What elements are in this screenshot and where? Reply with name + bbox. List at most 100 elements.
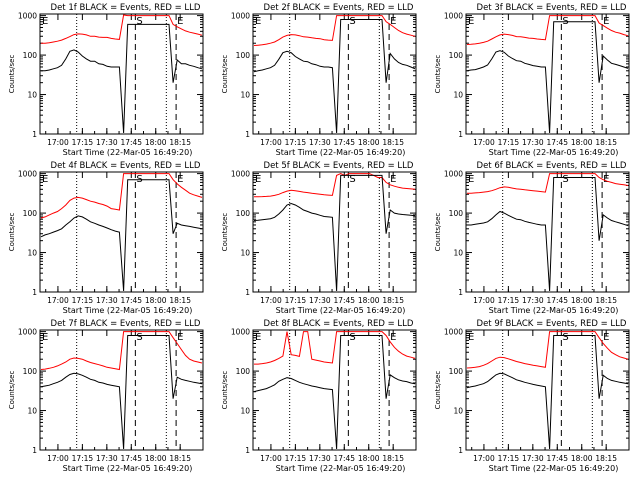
x-tick-label: 17:30 xyxy=(96,296,118,305)
event-marker-mid: S xyxy=(136,332,142,343)
event-marker-left: E xyxy=(468,174,474,185)
event-marker-left: E xyxy=(255,174,261,185)
event-marker-right: E xyxy=(603,174,609,185)
panel-det-1: Det 1f BLACK = Events, RED = LLD 1 10 100 10… xyxy=(8,3,204,157)
x-tick-label: 17:45 xyxy=(120,138,142,147)
panel-det-2: Det 2f BLACK = Events, RED = LLD 1 10 100 10… xyxy=(221,3,417,157)
y-tick-label: 10 xyxy=(27,407,37,416)
events-series-line xyxy=(253,19,416,134)
events-series-line xyxy=(40,179,203,292)
x-tick-label: 17:15 xyxy=(498,296,520,305)
event-marker-mid: S xyxy=(562,174,568,185)
lld-series-line xyxy=(40,331,203,371)
x-axis-label: Start Time (22-Mar-05 16:49:20) xyxy=(489,306,619,315)
lld-series-line xyxy=(466,331,629,369)
x-axis-label: Start Time (22-Mar-05 16:49:20) xyxy=(276,464,406,473)
panel-det-4: Det 4f BLACK = Events, RED = LLD 1 10 100 10… xyxy=(8,161,204,315)
x-tick-label: 18:15 xyxy=(169,138,191,147)
event-marker-left: E xyxy=(468,16,474,27)
event-marker-left: E xyxy=(42,332,48,343)
x-axis-label: Start Time (22-Mar-05 16:49:20) xyxy=(63,306,193,315)
x-tick-label: 18:00 xyxy=(145,138,167,147)
event-marker-mid: S xyxy=(562,332,568,343)
plot-frame xyxy=(252,13,417,135)
y-tick-label: 10 xyxy=(453,407,463,416)
panel-det-3: Det 3f BLACK = Events, RED = LLD 1 10 100 10… xyxy=(434,3,630,157)
event-marker-mid: S xyxy=(349,16,355,27)
y-tick-label: 1 xyxy=(458,130,463,139)
panel-title: Det 3f BLACK = Events, RED = LLD xyxy=(477,3,627,13)
events-series-line xyxy=(253,174,416,292)
event-marker-right: E xyxy=(390,332,396,343)
y-tick-label: 1 xyxy=(458,446,463,455)
x-tick-label: 17:45 xyxy=(546,454,568,463)
lld-series-line xyxy=(466,15,629,45)
x-tick-label: 18:00 xyxy=(145,454,167,463)
y-tick-label: 1000 xyxy=(18,170,37,179)
y-tick-label: 100 xyxy=(449,51,464,60)
plot-frame xyxy=(252,171,417,293)
event-marker-right: E xyxy=(390,174,396,185)
events-series-line xyxy=(41,23,203,134)
x-tick-label: 17:15 xyxy=(72,454,94,463)
event-marker-left: E xyxy=(42,174,48,185)
y-tick-label: 100 xyxy=(23,51,38,60)
y-tick-label: 100 xyxy=(236,51,251,60)
panel-det-5: Det 5f BLACK = Events, RED = LLD 1 10 100 10… xyxy=(221,161,417,315)
y-tick-label: 10 xyxy=(240,91,250,100)
x-axis-label: Start Time (22-Mar-05 16:49:20) xyxy=(63,464,193,473)
event-marker-right: E xyxy=(177,174,183,185)
event-marker-mid: S xyxy=(136,16,142,27)
y-axis-label: Counts/sec xyxy=(221,213,229,252)
panel-title: Det 8f BLACK = Events, RED = LLD xyxy=(264,319,414,329)
x-tick-label: 17:45 xyxy=(120,454,142,463)
y-axis-label: Counts/sec xyxy=(221,371,229,410)
y-tick-label: 10 xyxy=(453,91,463,100)
x-tick-label: 17:30 xyxy=(96,454,118,463)
x-tick-label: 17:00 xyxy=(260,454,282,463)
x-tick-label: 18:15 xyxy=(169,454,191,463)
y-tick-label: 10 xyxy=(27,249,37,258)
y-tick-label: 100 xyxy=(236,209,251,218)
y-tick-label: 10 xyxy=(27,91,37,100)
x-tick-label: 17:00 xyxy=(47,296,69,305)
x-tick-label: 17:15 xyxy=(498,138,520,147)
panel-det-7: Det 7f BLACK = Events, RED = LLD 1 10 100 10… xyxy=(8,319,204,473)
panel-det-9: Det 9f BLACK = Events, RED = LLD 1 10 100 10… xyxy=(434,319,630,473)
panel-title: Det 9f BLACK = Events, RED = LLD xyxy=(477,319,627,329)
x-tick-label: 18:00 xyxy=(358,454,380,463)
x-tick-label: 17:30 xyxy=(522,296,544,305)
x-tick-label: 17:30 xyxy=(96,138,118,147)
x-tick-label: 18:00 xyxy=(358,296,380,305)
x-tick-label: 18:15 xyxy=(382,296,404,305)
panel-title: Det 2f BLACK = Events, RED = LLD xyxy=(264,3,414,13)
events-series-line xyxy=(466,335,629,450)
y-tick-label: 1 xyxy=(245,446,250,455)
x-tick-label: 17:00 xyxy=(473,138,495,147)
x-tick-label: 17:15 xyxy=(285,138,307,147)
plot-frame xyxy=(465,329,630,451)
x-tick-label: 17:45 xyxy=(120,296,142,305)
panel-title: Det 7f BLACK = Events, RED = LLD xyxy=(51,319,201,329)
panel-det-6: Det 6f BLACK = Events, RED = LLD 1 10 100 10… xyxy=(434,161,630,315)
x-tick-label: 17:00 xyxy=(47,138,69,147)
x-tick-label: 18:00 xyxy=(571,138,593,147)
y-tick-label: 100 xyxy=(449,209,464,218)
y-tick-label: 10 xyxy=(240,249,250,258)
x-axis-label: Start Time (22-Mar-05 16:49:20) xyxy=(489,148,619,157)
event-marker-left: E xyxy=(468,332,474,343)
panel-title: Det 5f BLACK = Events, RED = LLD xyxy=(264,161,414,171)
x-tick-label: 17:30 xyxy=(522,138,544,147)
event-marker-right: E xyxy=(390,16,396,27)
event-marker-right: E xyxy=(603,16,609,27)
y-tick-label: 1 xyxy=(245,288,250,297)
y-tick-label: 1000 xyxy=(18,12,37,21)
y-tick-label: 100 xyxy=(449,367,464,376)
y-tick-label: 10 xyxy=(240,407,250,416)
y-axis-label: Counts/sec xyxy=(221,55,229,94)
y-tick-label: 1000 xyxy=(231,170,250,179)
x-tick-label: 18:00 xyxy=(571,296,593,305)
y-axis-label: Counts/sec xyxy=(8,371,16,410)
x-tick-label: 17:00 xyxy=(47,454,69,463)
